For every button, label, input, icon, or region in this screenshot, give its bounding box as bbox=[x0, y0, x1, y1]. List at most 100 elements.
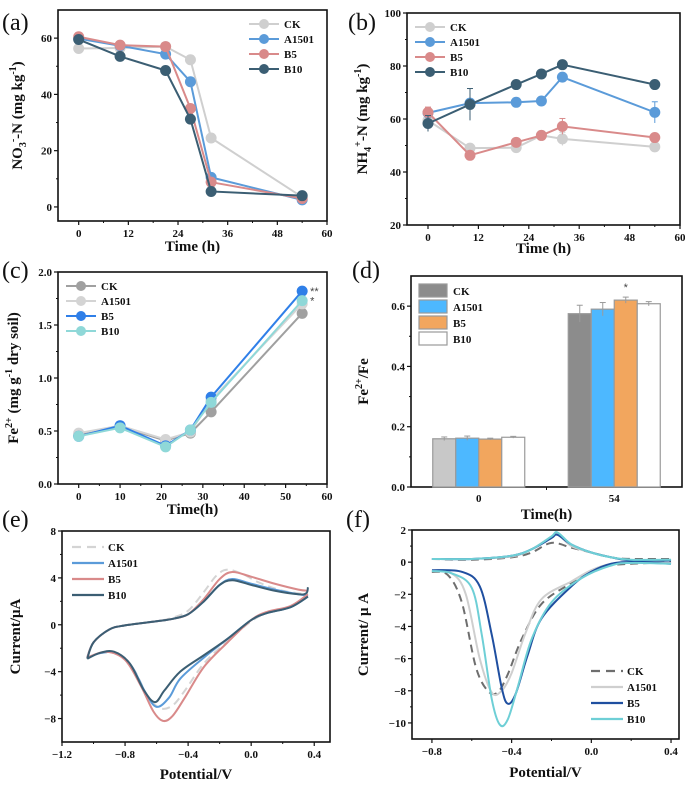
panel-d-bar-A1501-0 bbox=[455, 437, 480, 488]
panel-d-xtick-label: 0 bbox=[476, 493, 482, 505]
panel-c-xlabel: Time(h) bbox=[167, 502, 218, 518]
panel-e-curve-CK-a bbox=[86, 568, 309, 658]
panel-a-xtick-label: 36 bbox=[222, 228, 234, 240]
panel-a-marker-B10 bbox=[160, 64, 172, 76]
panel-f-xtick-label: 0.4 bbox=[664, 746, 678, 758]
panel-c-line-B10 bbox=[78, 299, 303, 449]
panel-c-plot-frame bbox=[57, 271, 328, 485]
panel-c-marker-B10 bbox=[205, 396, 217, 408]
panel-c-legend-label: A1501 bbox=[101, 296, 131, 308]
panel-b-marker-A1501 bbox=[649, 106, 661, 118]
panel-a-xtick-label: 24 bbox=[173, 228, 185, 240]
panel-e-xtick-label: −0.8 bbox=[115, 749, 136, 761]
panel-b-marker-B5 bbox=[535, 129, 547, 141]
panel-c-ytick-label: 0.5 bbox=[38, 426, 52, 438]
panel-d-ytick-label: 0.0 bbox=[391, 482, 405, 494]
panel-c-legend-label: CK bbox=[101, 281, 118, 293]
panel-a-xtick-label: 0 bbox=[76, 228, 82, 240]
panel-b-legend-marker bbox=[425, 22, 435, 32]
panel-e-curve-A1501-b bbox=[86, 595, 309, 708]
panel-a-marker-B10 bbox=[73, 34, 85, 46]
panel-e-legend-label: A1501 bbox=[108, 558, 138, 570]
panel-b-marker-B10 bbox=[510, 79, 522, 91]
panel-a-marker-B5 bbox=[114, 39, 126, 51]
panel-b-xtick-label: 60 bbox=[675, 232, 685, 244]
panel-d-legend-label: CK bbox=[453, 286, 470, 298]
panel-b-xtick-label: 48 bbox=[624, 232, 636, 244]
panel-c-legend-marker bbox=[76, 311, 86, 321]
panel-a-ytick-label: 20 bbox=[41, 146, 53, 158]
panel-b-marker-A1501 bbox=[510, 96, 522, 108]
panel-a-legend-label: B10 bbox=[284, 64, 303, 76]
panel-b-legend-marker bbox=[425, 52, 435, 62]
panel-a-marker-CK bbox=[73, 43, 85, 55]
panel-d-label: (d) bbox=[352, 258, 380, 284]
panel-b-ytick-label: 20 bbox=[390, 220, 402, 232]
panel-b-ytick-label: 40 bbox=[390, 167, 402, 179]
panel-d-ytick-label: 0.4 bbox=[391, 361, 405, 373]
panel-d-bar-CK-0 bbox=[432, 438, 457, 488]
panel-c-xtick-label: 40 bbox=[239, 491, 251, 503]
panel-e-xtick-label: −1.2 bbox=[52, 749, 73, 761]
panel-b-legend-marker bbox=[425, 37, 435, 47]
panel-a-marker-A1501 bbox=[184, 76, 196, 88]
panel-a-line-B10 bbox=[78, 38, 303, 197]
panel-f-ytick-label: 0 bbox=[401, 557, 407, 569]
panel-f-curve-B5-a bbox=[431, 533, 672, 562]
panel-e-ylabel: Current/μA bbox=[8, 598, 24, 674]
panel-d-legend-label: B5 bbox=[453, 318, 466, 330]
panel-f-ytick-label: −4 bbox=[394, 621, 406, 633]
panel-b-legend-label: B10 bbox=[450, 67, 469, 79]
panel-f-ytick-label: −10 bbox=[389, 718, 407, 730]
panel-c-label: (c) bbox=[2, 258, 29, 284]
panel-d-ylabel: Fe2+/Fe bbox=[354, 358, 372, 405]
panel-e-ytick-label: 0 bbox=[51, 620, 57, 632]
panel-c-legend-label: B5 bbox=[101, 311, 114, 323]
panel-b-ylabel: NH4+-N (mg kg-1) bbox=[353, 64, 374, 175]
panel-f-legend-label: CK bbox=[627, 666, 644, 678]
panel-e-ytick-label: 4 bbox=[51, 573, 57, 585]
panel-b-marker-B10 bbox=[556, 59, 568, 71]
panel-c-marker-CK bbox=[296, 307, 308, 319]
panel-a-marker-B10 bbox=[205, 185, 217, 197]
panel-c-xtick-label: 60 bbox=[322, 491, 334, 503]
panel-c-marker-B10 bbox=[296, 295, 308, 307]
panel-a-marker-B10 bbox=[114, 50, 126, 62]
panel-b-xtick-label: 24 bbox=[523, 232, 535, 244]
panel-c-marker-B5 bbox=[296, 285, 308, 297]
panel-a-plot-frame bbox=[57, 9, 328, 222]
panel-a-marker-B10 bbox=[184, 113, 196, 125]
panel-b-ytick-label: 60 bbox=[390, 114, 402, 126]
panel-b-marker-B5 bbox=[649, 132, 661, 144]
panel-e-legend-label: CK bbox=[108, 542, 125, 554]
panel-a-xtick-label: 60 bbox=[322, 228, 334, 240]
panel-c-xtick-label: 20 bbox=[156, 491, 168, 503]
panel-b-xlabel: Time (h) bbox=[516, 241, 571, 257]
panel-b-marker-CK bbox=[649, 141, 661, 153]
panel-d-legend-swatch bbox=[418, 331, 448, 346]
panel-b-xtick-label: 12 bbox=[473, 232, 485, 244]
panel-d-ytick-label: 0.2 bbox=[391, 422, 405, 434]
panel-b-line-B10 bbox=[427, 63, 656, 125]
panel-b-label: (b) bbox=[348, 10, 376, 36]
panel-c-xtick-label: 0 bbox=[76, 491, 82, 503]
panel-f-curve-B10-a bbox=[431, 531, 672, 561]
panel-a-marker-B5 bbox=[160, 41, 172, 53]
panel-a: (a) 0 20 40 60 0 12 24 36 48 60 Time (h) NO3--N (mg … bbox=[2, 9, 334, 255]
panel-d-legend-label: A1501 bbox=[453, 302, 483, 314]
panel-e-legend-label: B5 bbox=[108, 574, 121, 586]
panel-f-xtick-label: −0.8 bbox=[422, 746, 443, 758]
panel-a-legend-label: A1501 bbox=[284, 34, 314, 46]
panel-a-legend-marker bbox=[259, 34, 269, 44]
panel-b-line-CK bbox=[427, 119, 655, 150]
panel-a-legend-marker bbox=[259, 64, 269, 74]
panel-f-ytick-label: −6 bbox=[394, 654, 406, 666]
panel-a-xtick-label: 12 bbox=[123, 228, 135, 240]
panel-a-xlabel: Time (h) bbox=[165, 239, 220, 255]
panel-d-bar-A1501-54 bbox=[590, 308, 615, 488]
panel-e-label: (e) bbox=[2, 507, 29, 533]
panel-b-plot-frame bbox=[406, 12, 681, 226]
panel-a-ytick-label: 60 bbox=[41, 33, 53, 45]
panel-c-xtick-label: 50 bbox=[280, 491, 292, 503]
